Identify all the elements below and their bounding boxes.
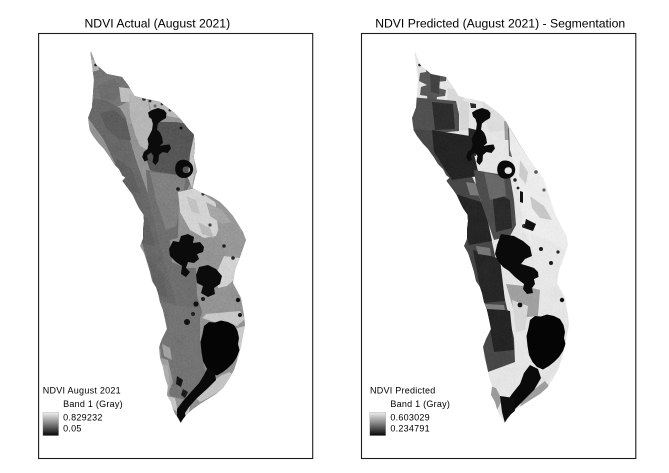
svg-text:0.829232: 0.829232 [63,413,103,423]
svg-text:0.05: 0.05 [63,424,82,434]
svg-text:NDVI Predicted: NDVI Predicted [370,386,436,396]
svg-text:Band 1 (Gray): Band 1 (Gray) [390,399,450,409]
svg-text:NDVI August 2021: NDVI August 2021 [43,386,121,396]
svg-text:0.603029: 0.603029 [390,413,430,423]
svg-text:Band 1 (Gray): Band 1 (Gray) [63,399,123,409]
svg-text:0.234791: 0.234791 [390,424,430,434]
svg-text:NDVI Actual (August 2021): NDVI Actual (August 2021) [85,17,231,31]
svg-text:NDVI Predicted (August 2021) -: NDVI Predicted (August 2021) - Segmentat… [375,17,625,31]
